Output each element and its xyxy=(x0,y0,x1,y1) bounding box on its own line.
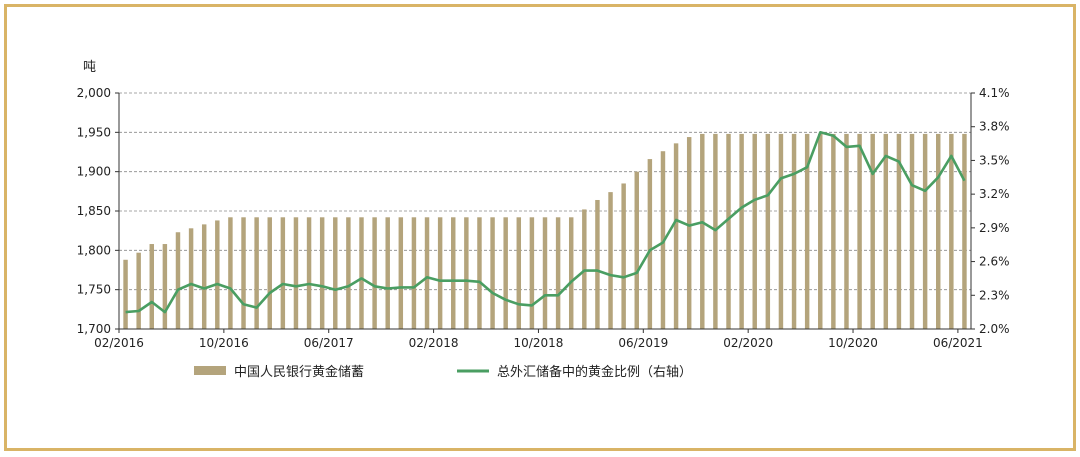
gold-reserve-bar xyxy=(686,137,692,329)
x-tick-label: 10/2020 xyxy=(828,336,878,350)
gold-reserve-bar xyxy=(306,217,312,329)
gold-reserve-bar xyxy=(555,217,561,329)
right-tick-label: 3.5% xyxy=(979,153,1010,167)
gold-reserve-bar xyxy=(621,183,626,329)
gold-reserve-bar xyxy=(936,133,941,329)
gold-reserve-bar xyxy=(752,133,757,329)
gold-reserve-bar xyxy=(883,133,889,329)
gold-reserve-bar xyxy=(673,143,679,329)
gold-reserve-bar xyxy=(385,217,390,329)
gold-reserve-bar xyxy=(215,220,220,329)
gold-reserve-bar xyxy=(516,217,522,329)
gold-reserve-bar xyxy=(909,133,915,329)
gold-reserve-bar xyxy=(241,217,246,329)
gold-reserve-bar xyxy=(857,133,862,329)
gold-reserve-bar xyxy=(503,217,508,329)
right-tick-label: 2.9% xyxy=(979,221,1010,235)
gold-reserve-bar xyxy=(922,133,928,329)
gold-reserve-bar xyxy=(437,217,443,329)
gold-reserve-bar xyxy=(778,133,784,329)
gold-reserve-bar xyxy=(162,244,168,329)
gold-reserve-bar xyxy=(582,209,587,329)
gold-reserve-bar xyxy=(818,133,823,329)
x-tick-label: 02/2016 xyxy=(94,336,144,350)
gold-reserve-bar xyxy=(464,217,469,329)
right-tick-label: 2.0% xyxy=(979,322,1010,336)
gold-reserve-bar xyxy=(791,133,797,329)
gold-reserve-bar xyxy=(831,133,836,329)
gold-reserve-bar xyxy=(765,133,771,329)
gold-reserve-bar xyxy=(595,199,600,329)
gold-reserve-bar xyxy=(647,159,653,329)
gold-reserve-bar xyxy=(713,133,718,329)
gold-ratio-line xyxy=(125,131,966,314)
legend-bar-swatch xyxy=(194,366,226,375)
gold-reserve-bar xyxy=(280,217,286,329)
gold-reserve-bar xyxy=(529,217,535,329)
gold-reserve-bar xyxy=(228,217,233,329)
gold-reserve-bar xyxy=(188,228,194,329)
legend-line-label: 总外汇储备中的黄金比例（右轴） xyxy=(497,364,692,380)
left-tick-label: 1,750 xyxy=(77,283,111,297)
chart: 1,700 1,750 1,800 1,850 1,900 1,950 2,000 2.0%… xyxy=(77,60,1010,380)
right-tick-label: 3.8% xyxy=(979,120,1010,134)
gold-reserve-bar xyxy=(267,217,272,329)
gold-reserve-bar xyxy=(411,217,417,329)
gold-reserve-bar xyxy=(424,217,430,329)
gold-reserve-bar xyxy=(359,217,364,329)
gold-reserve-bar xyxy=(149,244,154,329)
gold-reserve-bar xyxy=(319,217,325,329)
gold-reserve-bar xyxy=(896,133,902,329)
left-tick-label: 1,700 xyxy=(77,322,111,336)
gold-reserve-bar xyxy=(634,171,639,329)
right-tick-label: 2.6% xyxy=(979,255,1010,269)
gold-reserve-bar xyxy=(477,217,482,329)
gold-reserve-bar xyxy=(739,133,744,329)
gold-reserve-bar xyxy=(123,259,128,329)
x-tick-label: 06/2019 xyxy=(618,336,668,350)
gold-reserve-bar xyxy=(254,217,259,329)
gold-reserve-bar xyxy=(568,217,574,329)
x-tick-label: 10/2018 xyxy=(514,336,564,350)
x-tick-label: 02/2020 xyxy=(723,336,773,350)
gold-reserve-bar xyxy=(949,133,954,329)
left-tick-label: 1,900 xyxy=(77,165,111,179)
legend-bar-label: 中国人民银行黄金储蓄 xyxy=(234,364,364,380)
gold-reserve-bar xyxy=(804,133,810,329)
gold-reserve-bar xyxy=(333,217,338,329)
left-tick-label: 2,000 xyxy=(77,86,111,100)
gold-reserve-bar xyxy=(451,217,456,329)
left-tick-label: 1,850 xyxy=(77,204,111,218)
right-tick-label: 3.2% xyxy=(979,187,1010,201)
gold-reserve-bar xyxy=(136,252,141,329)
gold-reserve-bar xyxy=(726,133,731,329)
right-tick-label: 4.1% xyxy=(979,86,1010,100)
gold-reserve-bar xyxy=(962,133,967,329)
gold-reserve-bar xyxy=(293,217,299,329)
gold-reserve-bar xyxy=(490,217,495,329)
x-tick-label: 10/2016 xyxy=(199,336,249,350)
left-tick-label: 1,950 xyxy=(77,125,111,139)
gold-reserve-bar xyxy=(870,133,875,329)
gold-reserve-bar xyxy=(398,217,404,329)
gold-reserve-bar xyxy=(608,192,613,329)
x-tick-label: 02/2018 xyxy=(409,336,459,350)
gold-reserve-bar xyxy=(542,217,548,329)
chart-frame: 1,700 1,750 1,800 1,850 1,900 1,950 2,000 2.0%… xyxy=(4,4,1076,451)
gold-reserve-bar xyxy=(700,133,705,329)
left-tick-label: 1,800 xyxy=(77,243,111,257)
gold-reserve-bar xyxy=(844,133,849,329)
x-tick-label: 06/2021 xyxy=(933,336,983,350)
gold-reserve-bar xyxy=(201,224,207,329)
gold-reserve-bar xyxy=(372,217,377,329)
gold-reserve-bar xyxy=(175,232,181,329)
gold-reserve-bar xyxy=(346,217,351,329)
left-axis-unit: 吨 xyxy=(83,60,96,75)
x-tick-label: 06/2017 xyxy=(304,336,354,350)
right-tick-label: 2.3% xyxy=(979,288,1010,302)
